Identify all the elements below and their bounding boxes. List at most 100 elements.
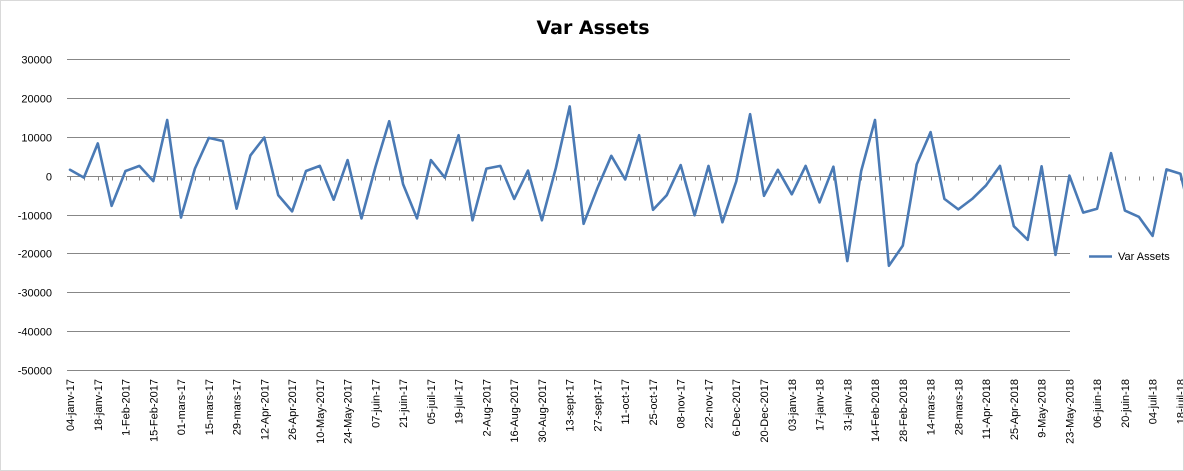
- data-point: [679, 164, 682, 167]
- x-tick-label: 07-juin-17: [370, 379, 382, 428]
- series-layer: [68, 105, 1183, 268]
- data-point: [96, 142, 99, 145]
- x-tick-label: 23-May-2018: [1064, 379, 1076, 444]
- data-point: [527, 169, 529, 172]
- data-point: [596, 187, 599, 190]
- data-point: [166, 119, 169, 121]
- data-point: [1151, 235, 1154, 237]
- x-tick-label: 17-janv-18: [815, 379, 827, 431]
- data-point: [999, 165, 1001, 167]
- series-line-var-assets: [68, 105, 1183, 268]
- x-tick-label: 19-juil-17: [454, 379, 466, 424]
- x-tick-label: 05-juil-17: [426, 379, 438, 424]
- data-point: [1096, 207, 1098, 210]
- data-point: [763, 194, 765, 197]
- data-point: [832, 165, 835, 168]
- x-tick-label: 03-janv-18: [787, 379, 799, 431]
- data-point: [860, 170, 863, 172]
- data-point: [777, 168, 779, 171]
- data-point: [305, 170, 307, 172]
- data-point: [624, 178, 627, 181]
- x-tick-label: 20-juin-18: [1120, 379, 1132, 428]
- data-point: [194, 167, 196, 170]
- data-point: [971, 198, 974, 200]
- x-tick-label: 11-oct-17: [620, 379, 632, 425]
- x-tick-label: 25-Apr-2018: [1009, 379, 1021, 440]
- y-tick-label: 0: [46, 172, 52, 184]
- data-point: [1026, 238, 1029, 241]
- data-point: [513, 198, 516, 200]
- data-point: [388, 120, 391, 123]
- data-point: [402, 183, 404, 186]
- y-tick-label: -20000: [18, 249, 52, 261]
- data-point: [360, 217, 363, 220]
- data-point: [332, 198, 335, 201]
- data-point: [221, 140, 224, 142]
- x-tick-label: 10-May-2017: [315, 379, 327, 444]
- data-point: [721, 221, 724, 224]
- data-point: [1110, 152, 1112, 155]
- data-point: [457, 134, 460, 137]
- data-point: [1165, 168, 1168, 171]
- x-tick-label: 6-Dec-2017: [731, 379, 743, 436]
- data-point: [180, 216, 182, 219]
- x-tick-label: 12-Apr-2017: [259, 379, 271, 440]
- data-point: [874, 119, 876, 121]
- x-tick-label: 08-nov-17: [676, 379, 688, 429]
- data-point: [707, 165, 710, 167]
- data-point: [582, 222, 585, 225]
- data-point: [735, 180, 738, 183]
- data-point: [318, 165, 321, 167]
- data-point: [790, 193, 793, 196]
- x-tick-label: 28-Feb-2018: [898, 379, 910, 442]
- x-tick-label: 26-Apr-2017: [287, 379, 299, 440]
- x-tick-label: 20-Dec-2017: [759, 379, 771, 443]
- y-tick-label: -50000: [18, 366, 52, 378]
- data-point: [652, 208, 654, 211]
- data-point: [568, 105, 571, 108]
- data-point: [749, 113, 751, 116]
- x-tick-label: 22-nov-17: [703, 379, 715, 429]
- data-point: [957, 208, 960, 211]
- x-tick-label: 25-oct-17: [648, 379, 660, 425]
- data-point: [1124, 209, 1126, 212]
- x-tick-label: 21-juin-17: [398, 379, 410, 428]
- data-point: [207, 137, 210, 139]
- x-tick-label: 31-janv-18: [842, 379, 854, 431]
- x-tick-label: 04-janv-17: [65, 379, 77, 431]
- data-point: [69, 168, 71, 171]
- y-tick-label: -10000: [18, 211, 52, 223]
- y-tick-label: -30000: [18, 288, 52, 300]
- data-point: [346, 159, 349, 162]
- data-point: [416, 217, 418, 220]
- data-point: [83, 176, 85, 179]
- x-tick-label: 18-juil-18: [1175, 379, 1183, 424]
- data-point: [943, 198, 946, 200]
- legend-label: Var Assets: [1118, 251, 1170, 263]
- x-tick-label: 28-mars-18: [953, 379, 965, 435]
- data-point: [985, 184, 987, 187]
- x-tick-label: 04-juil-18: [1148, 379, 1160, 424]
- data-point: [485, 167, 488, 170]
- data-point: [443, 176, 446, 179]
- data-point: [915, 163, 918, 166]
- y-tick-label: 20000: [21, 94, 52, 106]
- data-point: [1137, 215, 1140, 218]
- data-point: [1068, 174, 1071, 177]
- y-tick-label: -40000: [18, 327, 52, 339]
- data-point: [901, 244, 904, 247]
- data-point: [277, 194, 280, 197]
- data-point: [554, 167, 557, 170]
- data-point: [471, 219, 474, 222]
- chart-title: Var Assets: [536, 17, 650, 39]
- data-point: [1082, 211, 1085, 214]
- data-point: [610, 154, 613, 157]
- data-point: [541, 219, 543, 222]
- data-point: [804, 165, 807, 167]
- x-axis-tick-labels: 04-janv-17 18-janv-17 1-Feb-2017 15-Feb-201…: [65, 379, 1183, 444]
- x-tick-label: 16-Aug-2017: [509, 379, 521, 443]
- data-point: [110, 205, 113, 207]
- x-tick-label: 15-Feb-2017: [148, 379, 160, 442]
- data-point: [1179, 172, 1182, 175]
- x-tick-label: 11-Apr-2018: [981, 379, 993, 439]
